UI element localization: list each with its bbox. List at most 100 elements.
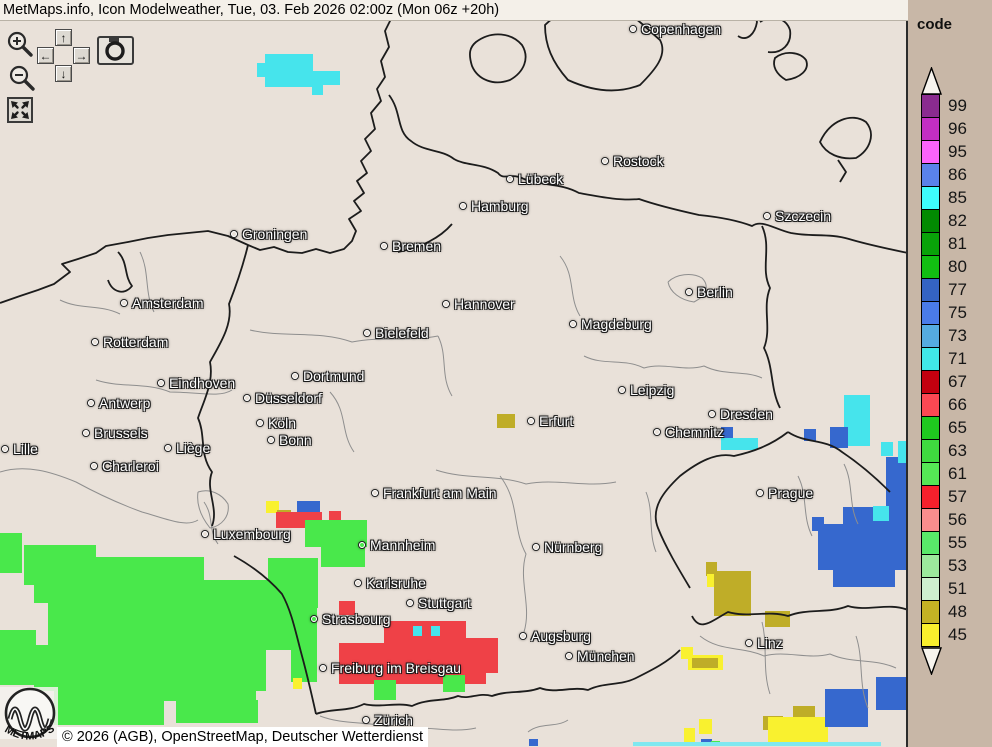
city-marker-icon [88, 400, 94, 406]
legend-code: 99 [948, 96, 967, 115]
city-marker-icon [268, 437, 274, 443]
legend-entry: 66 [921, 393, 967, 417]
weather-cell [876, 677, 906, 710]
city-label: Chemnitz [654, 424, 724, 440]
weather-cell [34, 645, 266, 691]
city-marker-icon [686, 289, 692, 295]
legend-swatch [921, 623, 940, 647]
city-label: Luxembourg [202, 526, 291, 542]
city-label: Strasbourg [311, 611, 390, 627]
pan-up-button[interactable]: ↑ [55, 29, 72, 46]
legend-code: 51 [948, 579, 967, 598]
weather-cell [765, 611, 790, 627]
legend-swatch [921, 508, 940, 532]
legend-swatch [921, 255, 940, 279]
legend-swatch [921, 577, 940, 601]
city-marker-icon [746, 640, 752, 646]
legend-entry: 55 [921, 531, 967, 555]
legend-swatch [921, 94, 940, 118]
city-marker-icon [244, 395, 250, 401]
weather-cell [818, 524, 906, 570]
city-label: Köln [257, 415, 296, 431]
metmaps-logo[interactable]: METMAPS [0, 687, 64, 747]
camera-icon [105, 38, 125, 61]
fullscreen-button[interactable] [7, 97, 33, 123]
legend-code: 77 [948, 280, 967, 299]
city-marker-icon [355, 580, 361, 586]
city-marker-icon [566, 653, 572, 659]
legend-swatch [921, 531, 940, 555]
weather-cell [833, 563, 895, 587]
city-marker-icon [630, 26, 636, 32]
legend-entry: 81 [921, 232, 967, 256]
city-marker-icon [311, 616, 317, 622]
city-marker-icon [83, 430, 89, 436]
city-label: Dresden [709, 406, 773, 422]
legend-entry: 80 [921, 255, 967, 279]
legend-entry: 75 [921, 301, 967, 325]
pan-down-button[interactable]: ↓ [55, 65, 72, 82]
city-marker-icon [363, 717, 369, 723]
city-marker-icon [202, 531, 208, 537]
weather-cell [265, 54, 313, 87]
city-label: Charleroi [91, 458, 159, 474]
weather-cell [312, 71, 340, 85]
city-marker-icon [443, 301, 449, 307]
weather-cell [714, 571, 751, 616]
city-label: Frankfurt am Main [372, 485, 497, 501]
city-marker-icon [257, 420, 263, 426]
city-marker-icon [570, 321, 576, 327]
city-label: Erfurt [528, 413, 573, 429]
weather-cell [384, 621, 466, 647]
weather-cell [321, 545, 365, 567]
weather-cell [431, 626, 440, 636]
page-title: MetMaps.info, Icon Modelweather, Tue, 03… [3, 2, 500, 18]
city-marker-icon [619, 387, 625, 393]
city-marker-icon [359, 542, 365, 548]
city-label: Prague [757, 485, 813, 501]
city-label: Hannover [443, 296, 515, 312]
weather-cell [0, 533, 22, 573]
legend-swatch [921, 186, 940, 210]
zoom-in-button[interactable] [6, 30, 34, 58]
legend-swatch [921, 278, 940, 302]
legend-arrow-up-icon [921, 67, 942, 95]
legend-entry: 82 [921, 209, 967, 233]
legend-entry: 95 [921, 140, 967, 164]
city-label: Eindhoven [158, 375, 235, 391]
weather-cell [312, 84, 323, 95]
legend-code: 82 [948, 211, 967, 230]
legend-code: 56 [948, 510, 967, 529]
legend-entry: 65 [921, 416, 967, 440]
pan-left-button[interactable]: ← [37, 47, 54, 64]
city-label: Stuttgart [407, 595, 471, 611]
weather-cell [54, 685, 164, 725]
zoom-out-button[interactable] [8, 64, 36, 92]
legend-code: 66 [948, 395, 967, 414]
city-label: Amsterdam [121, 295, 204, 311]
weather-cell [297, 501, 320, 513]
city-marker-icon [507, 176, 513, 182]
legend-swatch [921, 232, 940, 256]
map-canvas[interactable]: Copenhagen Rostock Lübeck Hamburg Szczecin Gr… [0, 0, 908, 747]
weather-cell [825, 689, 868, 727]
weather-cell [768, 717, 828, 745]
legend-swatch [921, 416, 940, 440]
city-label: Berlin [686, 284, 733, 300]
legend-code: 55 [948, 533, 967, 552]
city-marker-icon [364, 330, 370, 336]
weather-cell [898, 441, 906, 463]
legend-swatch [921, 439, 940, 463]
city-marker-icon [528, 418, 534, 424]
legend-entry: 57 [921, 485, 967, 509]
screenshot-button[interactable] [97, 36, 134, 65]
legend-code: 86 [948, 165, 967, 184]
legend-entry: 99 [921, 94, 967, 118]
weather-cell [257, 63, 266, 77]
weather-cell [812, 517, 824, 531]
legend-code: 85 [948, 188, 967, 207]
pan-right-button[interactable]: → [73, 47, 90, 64]
city-marker-icon [320, 665, 326, 671]
legend-swatch [921, 347, 940, 371]
map-attribution[interactable]: © 2026 (AGB), OpenStreetMap, Deutscher W… [57, 727, 428, 747]
